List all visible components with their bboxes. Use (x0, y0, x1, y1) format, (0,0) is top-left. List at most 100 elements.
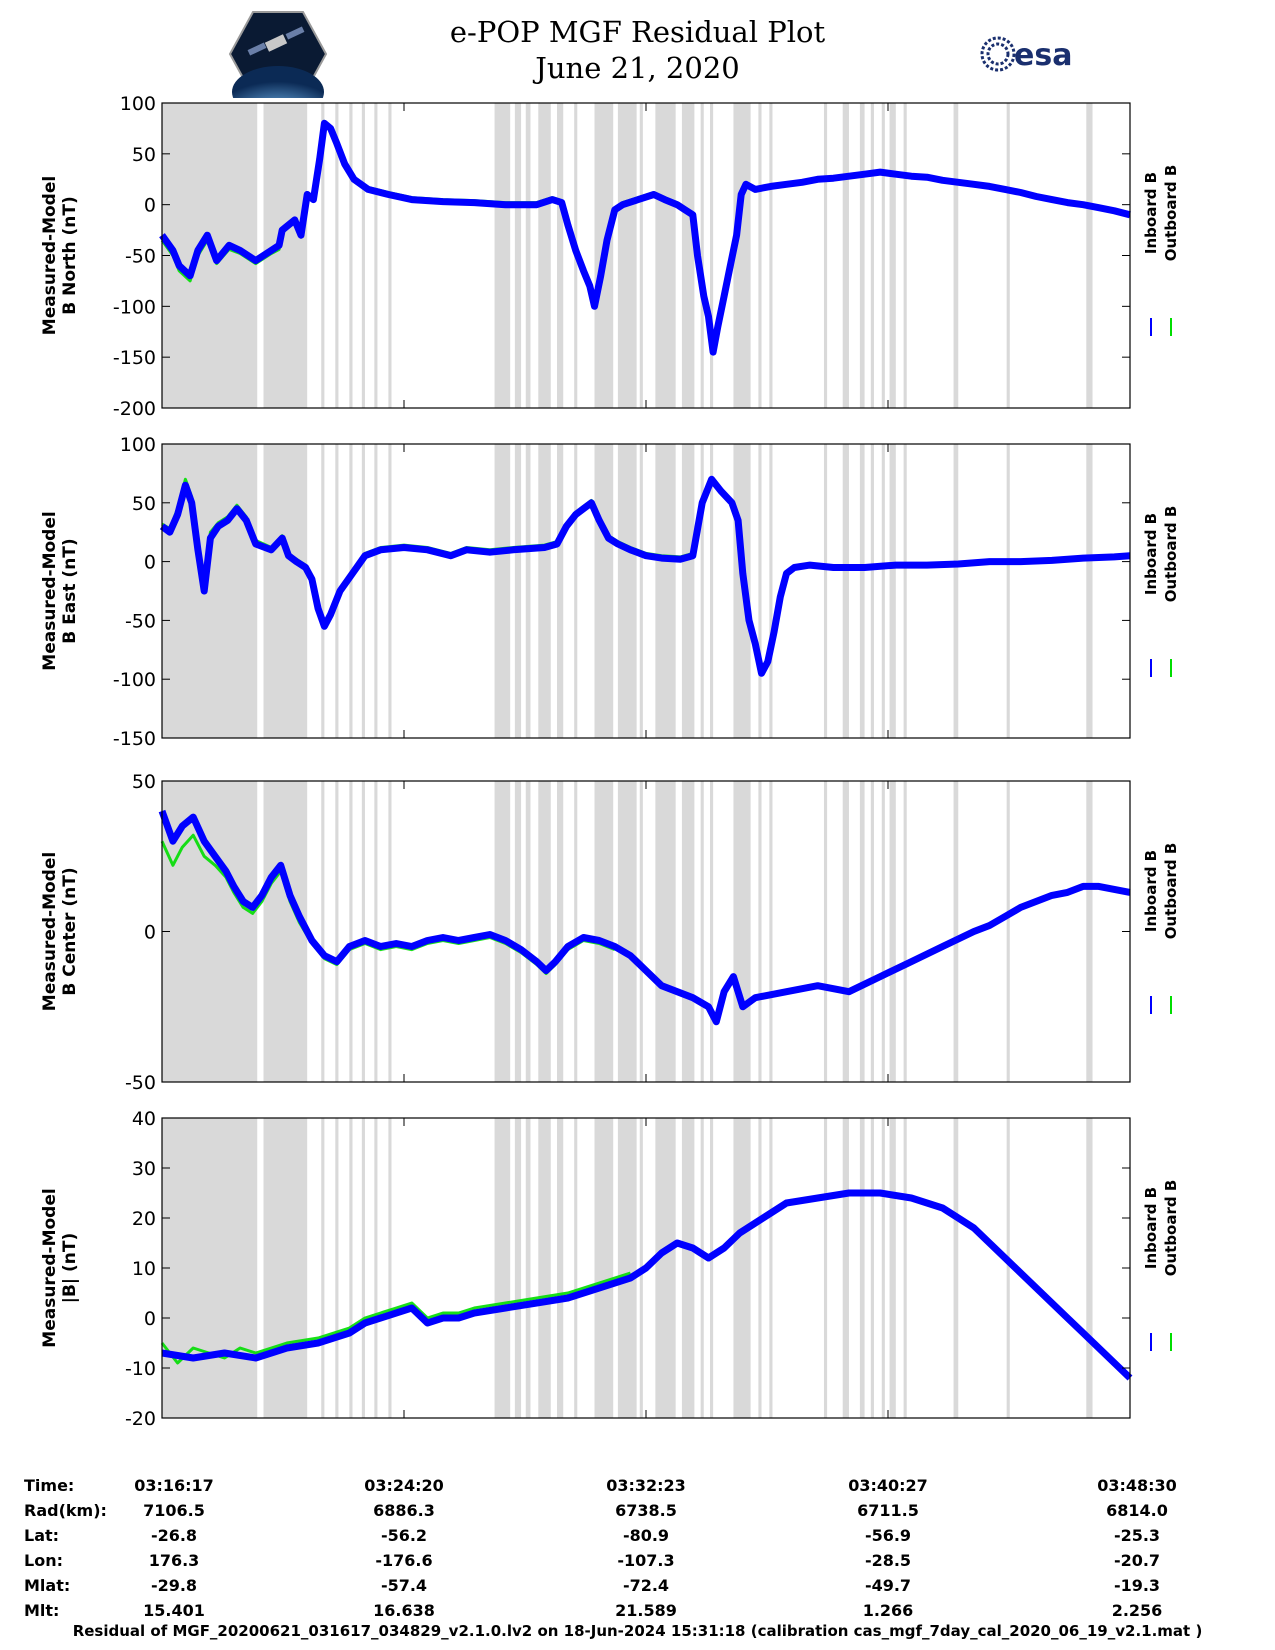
info-cell: -26.8 (150, 1526, 198, 1545)
gap-band (557, 444, 564, 738)
gap-band (655, 444, 676, 738)
gap-band (681, 103, 695, 408)
info-cell: 7106.5 (143, 1501, 205, 1520)
y-tick-label: 10 (132, 1258, 156, 1280)
gap-band (1086, 1118, 1093, 1418)
info-cell: -72.4 (622, 1576, 670, 1595)
info-row-label: Mlat: (24, 1576, 71, 1595)
gap-band (655, 1118, 676, 1418)
gap-band (361, 444, 365, 738)
gap-band (823, 781, 828, 1082)
y-tick-label: -150 (113, 347, 156, 369)
gap-band (823, 103, 828, 408)
y-tick-label: 0 (144, 1308, 156, 1330)
gap-band (525, 444, 531, 738)
gap-band (538, 781, 551, 1082)
info-cell: -56.9 (864, 1526, 912, 1545)
y-tick-label: 100 (120, 434, 156, 456)
gap-band (758, 444, 762, 738)
gap-band (494, 444, 511, 738)
gap-band (733, 1118, 751, 1418)
cassiope-logo-icon (228, 11, 328, 98)
gap-band (514, 781, 522, 1082)
series-line-inboard (159, 475, 1131, 677)
gap-band (361, 781, 365, 1082)
gap-band (557, 781, 564, 1082)
gap-band (842, 103, 849, 408)
y-tick-label: -10 (125, 1358, 156, 1380)
info-cell: 03:40:27 (848, 1476, 928, 1495)
gap-band (733, 781, 751, 1082)
y-tick-label: -20 (125, 1408, 156, 1430)
y-axis-label: B Center (nT) (60, 867, 80, 995)
gap-band (870, 781, 874, 1082)
gap-band (514, 103, 522, 408)
orbit-info-table: Time: Rad(km): Lat: Lon: Mlat: Mlt: 03:16:17 71… (0, 1468, 1275, 1620)
gap-band (889, 1118, 896, 1418)
y-tick-label: 50 (132, 144, 156, 166)
gap-band (1086, 103, 1093, 408)
gap-band (769, 103, 773, 408)
info-cell: 03:48:30 (1097, 1476, 1177, 1495)
gap-band (1086, 444, 1093, 738)
gap-band (1006, 781, 1010, 1082)
gap-band (349, 781, 353, 1082)
y-axis-label: Measured-Model (40, 852, 60, 1011)
y-tick-label: 50 (132, 493, 156, 515)
gap-band (361, 103, 365, 408)
gap-band (374, 444, 378, 738)
gap-band (162, 1118, 258, 1418)
gap-band (710, 103, 714, 408)
gap-band (388, 781, 392, 1082)
gap-band (617, 1118, 637, 1418)
info-cell: -176.6 (375, 1551, 433, 1570)
gap-band (388, 1118, 392, 1418)
gap-band (374, 781, 378, 1082)
info-cell: -29.8 (150, 1576, 198, 1595)
gap-band (639, 444, 643, 738)
legend-entry: Inboard B (1142, 172, 1160, 254)
title-block: e-POP MGF Residual Plot June 21, 2020 (0, 14, 1275, 86)
gap-band (374, 1118, 378, 1418)
info-cell: -56.2 (380, 1526, 428, 1545)
legend-entry: Outboard B (1162, 165, 1180, 262)
info-cell: 1.266 (862, 1601, 914, 1620)
plot-title: e-POP MGF Residual Plot (449, 15, 826, 49)
info-cell: 03:16:17 (134, 1476, 214, 1495)
footer-caption: Residual of MGF_20200621_031617_034829_v… (72, 1622, 1203, 1640)
gap-band (700, 103, 704, 408)
info-cell: -80.9 (622, 1526, 670, 1545)
gap-band (525, 103, 531, 408)
gap-band (903, 1118, 907, 1418)
gap-band (889, 444, 896, 738)
gap-band (700, 1118, 704, 1418)
info-cell: -107.3 (617, 1551, 675, 1570)
gap-band (953, 444, 959, 738)
gap-band (494, 103, 511, 408)
info-cell: 21.589 (615, 1601, 677, 1620)
y-axis-label: |B| (nT) (60, 1233, 80, 1304)
info-cell: 6814.0 (1106, 1501, 1168, 1520)
legend-entry: Outboard B (1162, 1180, 1180, 1277)
y-tick-label: 0 (144, 195, 156, 217)
gap-band (889, 103, 896, 408)
y-tick-label: 20 (132, 1208, 156, 1230)
gap-band (769, 444, 773, 738)
gap-band (263, 1118, 308, 1418)
series-line-inboard (158, 809, 1131, 1026)
info-row-label: Lon: (24, 1551, 63, 1570)
legend-entry: Outboard B (1162, 843, 1180, 940)
gap-band (335, 781, 339, 1082)
y-tick-label: 0 (144, 922, 156, 944)
gap-band (903, 781, 907, 1082)
info-cell: -20.7 (1113, 1551, 1161, 1570)
gap-band (842, 781, 849, 1082)
gap-band (617, 781, 637, 1082)
gap-band (557, 103, 564, 408)
gap-band (823, 444, 828, 738)
gap-band (574, 444, 578, 738)
gap-band (494, 781, 511, 1082)
y-tick-label: 30 (132, 1158, 156, 1180)
gap-band (859, 781, 865, 1082)
gap-band (1086, 781, 1093, 1082)
